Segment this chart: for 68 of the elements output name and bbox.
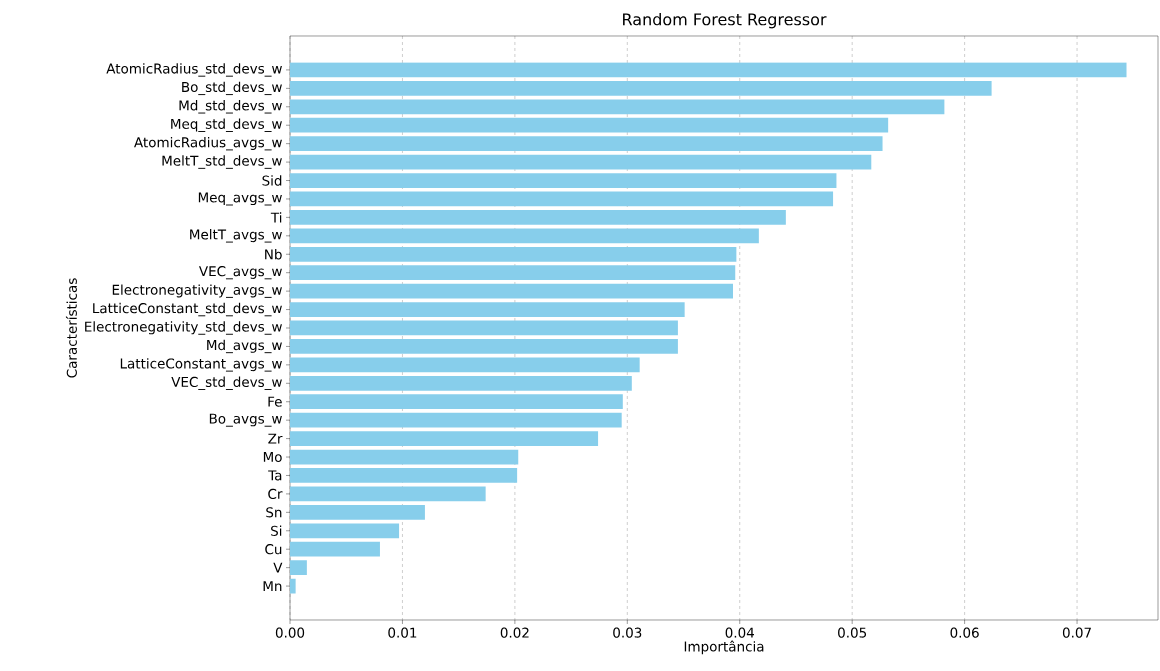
bar bbox=[290, 431, 599, 446]
y-tick-label: Cu bbox=[265, 544, 282, 555]
y-tick-label: Md_std_devs_w bbox=[179, 100, 282, 114]
bar bbox=[290, 468, 518, 483]
bar bbox=[290, 283, 733, 299]
y-tick-label: Ta bbox=[268, 470, 282, 481]
y-tick-label: AtomicRadius_std_devs_w bbox=[106, 63, 282, 77]
bar bbox=[290, 504, 425, 520]
x-tick-label: 0.04 bbox=[725, 627, 755, 638]
y-tick-label: Zr bbox=[268, 433, 283, 444]
bar bbox=[290, 412, 622, 428]
y-tick-label: Cr bbox=[268, 488, 283, 500]
y-tick-label: Meq_std_devs_w bbox=[171, 118, 282, 132]
y-tick-label: Ti bbox=[270, 212, 282, 223]
y-tick-label: VEC_std_devs_w bbox=[171, 376, 282, 391]
y-tick-label: Electronegativity_std_devs_w bbox=[85, 321, 282, 335]
bar bbox=[290, 394, 623, 410]
y-tick-label: Electronegativity_avgs_w bbox=[112, 284, 282, 298]
bar bbox=[290, 228, 759, 244]
bar bbox=[290, 320, 678, 336]
bar bbox=[290, 117, 889, 133]
y-tick-label: VEC_avgs_w bbox=[198, 266, 282, 280]
bar bbox=[290, 339, 678, 354]
x-tick-label: 0.06 bbox=[950, 627, 979, 638]
bar bbox=[290, 99, 945, 115]
bar bbox=[290, 560, 307, 576]
y-tick-label: Mn bbox=[263, 581, 282, 591]
bar bbox=[290, 375, 632, 391]
y-tick-label: Nb bbox=[265, 249, 282, 260]
bar bbox=[290, 265, 736, 281]
bar bbox=[290, 523, 400, 539]
bar bbox=[290, 449, 519, 465]
y-tick-label: AtomicRadius_avgs_w bbox=[134, 136, 282, 151]
x-tick-label: 0.07 bbox=[1062, 627, 1091, 638]
chart-title: Random Forest Regressor bbox=[623, 12, 827, 29]
y-axis-title: Características bbox=[65, 278, 77, 378]
bar bbox=[290, 191, 834, 207]
x-tick-label: 0.01 bbox=[388, 627, 417, 638]
y-tick-label: LatticeConstant_avgs_w bbox=[120, 358, 282, 372]
y-tick-label: V bbox=[273, 562, 283, 573]
x-tick-label: 0.03 bbox=[613, 627, 642, 638]
y-tick-label: Meq_avgs_w bbox=[198, 192, 282, 206]
bar bbox=[290, 62, 1127, 78]
y-tick-label: Md_avgs_w bbox=[207, 339, 282, 354]
bar bbox=[290, 154, 872, 170]
bar bbox=[290, 80, 992, 96]
x-tick-label: 0.02 bbox=[500, 627, 529, 638]
bar bbox=[290, 136, 883, 152]
bar bbox=[290, 210, 786, 225]
y-tick-label: MeltT_avgs_w bbox=[190, 229, 282, 243]
x-tick-label: 0.05 bbox=[838, 627, 867, 638]
bar bbox=[290, 173, 837, 188]
y-tick-label: Si bbox=[271, 525, 282, 536]
bar bbox=[290, 541, 380, 557]
bar bbox=[290, 486, 486, 502]
y-tick-label: Bo_avgs_w bbox=[209, 413, 282, 427]
x-tick-label: 0.00 bbox=[275, 627, 305, 638]
y-tick-label: Sn bbox=[266, 507, 282, 518]
bar bbox=[290, 246, 737, 262]
y-tick-label: Bo_std_devs_w bbox=[182, 81, 282, 96]
bar bbox=[290, 302, 685, 317]
y-tick-label: Sid bbox=[262, 175, 282, 186]
y-tick-label: MeltT_std_devs_w bbox=[162, 155, 282, 169]
y-tick-label: Fe bbox=[268, 396, 282, 407]
y-tick-label: Mo bbox=[263, 452, 282, 463]
x-axis-title: Importância bbox=[684, 640, 764, 655]
y-tick-label: LatticeConstant_std_devs_w bbox=[93, 302, 282, 317]
bar bbox=[290, 357, 640, 373]
